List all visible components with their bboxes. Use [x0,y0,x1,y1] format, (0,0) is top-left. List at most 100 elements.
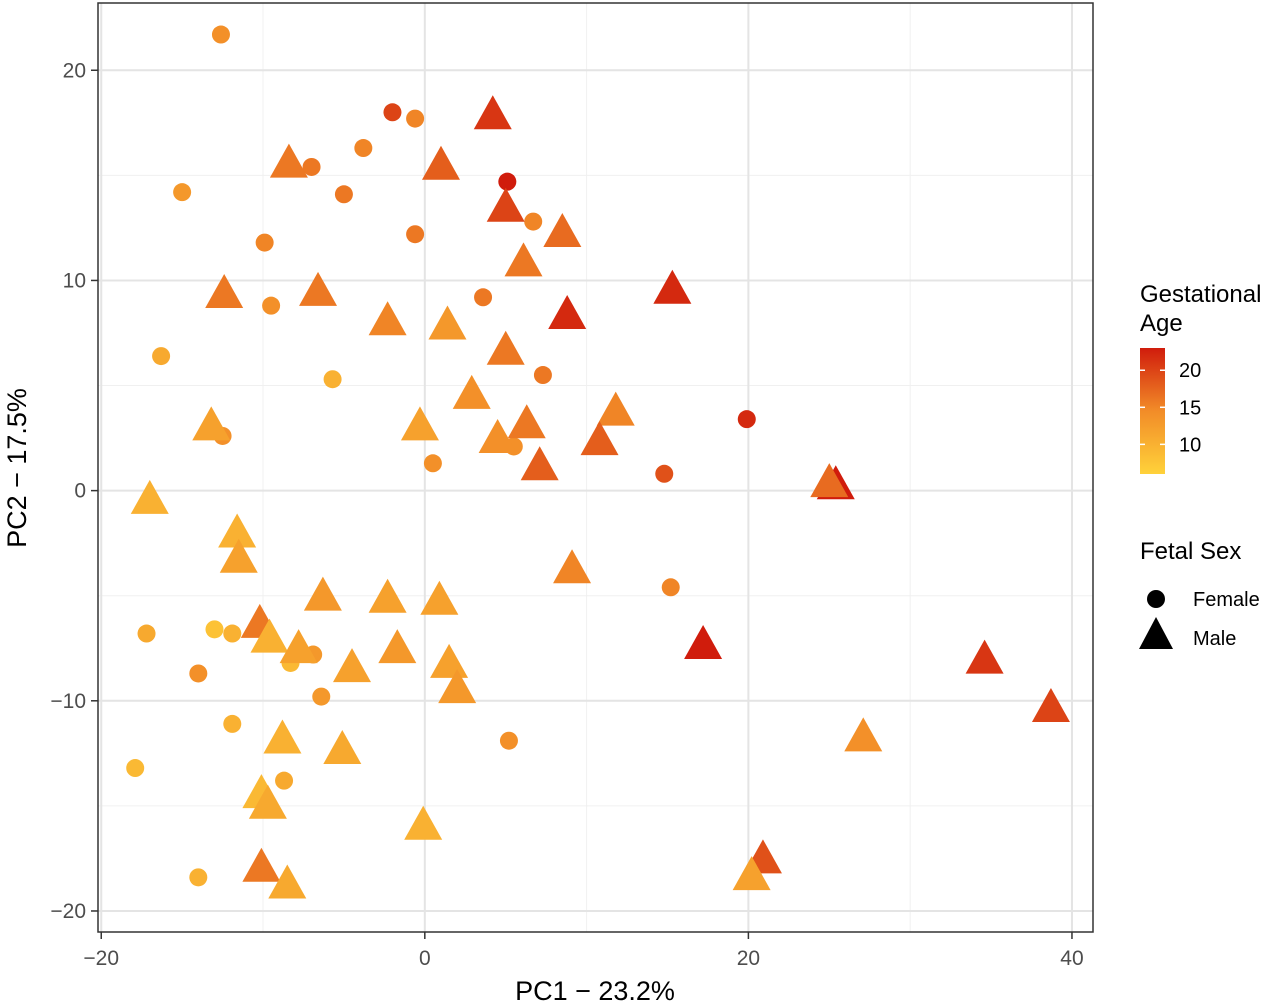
male-point [192,406,231,441]
female-point [474,288,493,307]
y-tick-label: 10 [63,269,86,292]
female-point [173,183,192,202]
female-point [189,664,208,683]
female-point [312,687,331,706]
male-point [548,294,587,329]
male-point [486,330,525,365]
male-point [378,629,417,664]
male-point [1031,688,1070,723]
legend-female-label: Female [1193,589,1260,611]
female-point [223,624,242,643]
male-point [473,95,512,130]
male-point [323,730,362,765]
y-axis-ticks: −20 −10 0 10 20 [50,59,98,923]
male-point [504,242,543,277]
male-point [580,421,619,456]
legend-male-triangle-icon [1139,617,1173,649]
male-point [269,143,308,178]
legend-female-circle-icon [1147,590,1165,608]
female-point [211,25,230,44]
male-point [303,576,342,611]
shape-legend: Fetal Sex Female Male [1139,538,1260,650]
male-point [299,271,338,306]
female-point [406,225,425,244]
color-legend-ticks: 20 15 10 [1140,360,1201,456]
male-point [404,805,443,840]
male-point [219,538,258,573]
female-point [205,620,224,639]
x-axis-label: PC1 − 23.2% [515,976,675,1004]
male-point [520,446,559,481]
female-point [737,410,756,429]
female-point [323,370,342,389]
female-point [354,139,373,158]
male-point [263,719,302,754]
female-point [255,233,274,252]
color-legend-bar [1140,348,1165,474]
female-point [223,714,242,733]
female-point [262,296,281,315]
male-point [732,856,771,891]
x-tick-label: −20 [83,947,119,970]
female-point [189,868,208,887]
male-point [478,418,517,453]
male-point [507,404,546,439]
data-points [126,25,1070,899]
male-point [333,648,372,683]
y-tick-label: 20 [63,59,86,82]
female-point [383,103,402,122]
y-tick-label: −10 [50,690,86,713]
male-point [486,187,525,222]
y-tick-label: −20 [50,900,86,923]
color-tick-label: 10 [1179,434,1201,456]
male-point [428,305,467,340]
male-point [218,513,257,548]
male-point [430,643,469,678]
legend-male-label: Male [1193,628,1236,650]
female-point [524,212,543,231]
x-tick-label: 40 [1060,947,1083,970]
male-point [205,273,244,308]
male-point [543,212,582,247]
x-tick-label: 0 [419,947,431,970]
male-point [268,864,307,899]
male-point [400,406,439,441]
male-point [420,580,459,615]
female-point [661,578,680,597]
male-point [596,391,635,426]
female-point [334,185,353,204]
female-point [137,624,156,643]
male-point [368,301,407,336]
male-point [965,639,1004,674]
color-legend-title-line1: Gestational [1140,281,1261,308]
male-point [279,629,318,664]
x-tick-label: 20 [737,947,760,970]
male-point [368,578,407,613]
male-point [684,624,723,659]
y-tick-label: 0 [74,480,86,503]
female-point [423,454,442,473]
grid-lines [98,3,1093,932]
male-point [130,479,169,514]
female-point [498,172,517,191]
female-point [275,771,294,790]
male-point [810,463,849,498]
male-point [844,717,883,752]
plot-border [97,2,1094,933]
male-point [421,145,460,180]
female-point [499,731,518,750]
female-point [152,347,171,366]
male-point [242,847,281,882]
female-point [302,157,321,176]
male-point [248,784,287,819]
male-point [438,669,477,704]
y-axis-label: PC2 − 17.5% [2,388,32,548]
female-point [126,759,145,778]
female-point [533,366,552,385]
female-point [406,109,425,128]
shape-legend-title: Fetal Sex [1140,538,1241,565]
color-legend: Gestational Age 20 15 10 [1140,281,1261,474]
male-point [553,549,592,584]
female-point [655,464,674,483]
